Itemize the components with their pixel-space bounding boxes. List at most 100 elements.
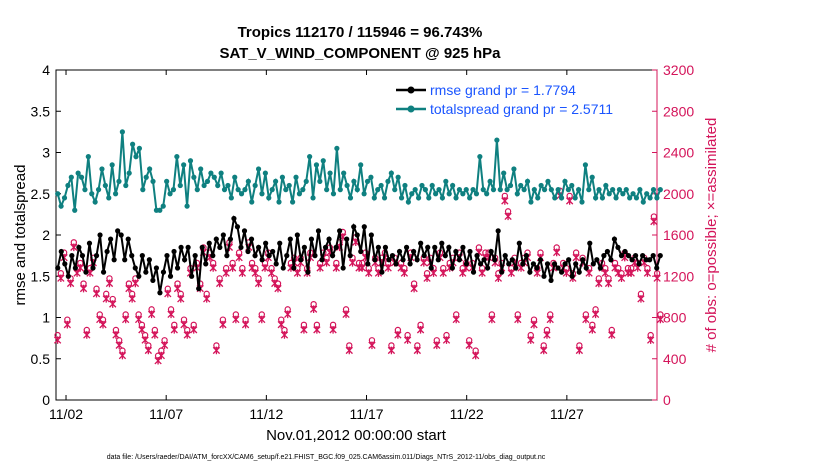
series-point xyxy=(65,182,71,189)
obs-assimilated-marker xyxy=(228,264,237,272)
x-axis-label: Nov.01,2012 00:00:00 start xyxy=(266,427,447,444)
series-point xyxy=(402,182,408,189)
series-point xyxy=(123,182,129,189)
series-point xyxy=(552,195,558,201)
series-point xyxy=(185,244,191,250)
obs-count-point xyxy=(514,311,522,324)
series-point xyxy=(55,265,61,271)
obs-count-point xyxy=(53,331,62,344)
series-point xyxy=(276,199,282,205)
obs-assimilated-marker xyxy=(144,346,153,355)
obs-assimilated-marker xyxy=(316,264,324,272)
series-point xyxy=(393,261,399,267)
obs-count-point xyxy=(251,264,259,277)
series-point xyxy=(116,178,122,184)
obs-count-point xyxy=(465,337,473,350)
rmse-series xyxy=(55,214,663,296)
series-point xyxy=(433,191,439,197)
obs-count-point xyxy=(235,249,243,262)
series-point xyxy=(194,187,200,193)
legend-spread-label: totalspread grand pr = 2.5711 xyxy=(430,101,613,117)
series-point xyxy=(382,244,389,250)
series-point xyxy=(516,240,522,246)
series-point xyxy=(453,248,459,255)
obs-count-point xyxy=(147,306,156,319)
obs-assimilated-marker xyxy=(66,279,75,288)
series-point xyxy=(506,261,512,267)
series-point xyxy=(523,253,529,259)
series-point xyxy=(364,178,371,184)
obs-count-point xyxy=(501,192,509,205)
series-point xyxy=(174,265,181,271)
series-point xyxy=(400,257,406,263)
obs-count-point xyxy=(604,275,613,288)
series-point xyxy=(551,261,558,267)
series-point xyxy=(82,187,88,193)
obs-assimilated-marker xyxy=(109,300,117,308)
series-point xyxy=(569,273,575,279)
series-point xyxy=(164,253,170,259)
obs-count-point xyxy=(530,316,538,329)
series-point xyxy=(199,244,205,250)
obs-count-point xyxy=(442,331,451,344)
series-point xyxy=(97,232,103,238)
series-point xyxy=(644,191,650,197)
series-point xyxy=(521,187,527,193)
series-point xyxy=(606,191,612,197)
obs-assimilated-marker xyxy=(238,269,246,277)
series-point xyxy=(280,265,286,271)
series-point xyxy=(385,178,391,184)
series-point xyxy=(85,154,91,160)
series-point xyxy=(126,170,132,176)
obs-count-point xyxy=(394,326,402,339)
series-point xyxy=(358,248,364,255)
series-point xyxy=(485,265,491,271)
series-point xyxy=(443,178,449,184)
obs-count-point xyxy=(637,290,645,303)
series-point xyxy=(58,203,64,209)
obs-assimilated-marker xyxy=(232,315,240,324)
series-point xyxy=(160,203,166,209)
series-point xyxy=(597,265,603,271)
series-point xyxy=(535,195,541,201)
series-point xyxy=(157,207,163,213)
obs-count-point xyxy=(565,192,574,205)
series-point xyxy=(575,187,582,193)
obs-count-point xyxy=(173,280,182,293)
series-point xyxy=(125,236,131,242)
obs-assimilated-marker xyxy=(141,336,149,344)
y-tick-label: 2.5 xyxy=(31,186,51,202)
series-point xyxy=(361,191,367,197)
obs-assimilated-marker xyxy=(420,258,428,267)
series-point xyxy=(513,265,519,271)
obs-assimilated-marker xyxy=(293,269,302,277)
series-point xyxy=(538,182,544,189)
series-point xyxy=(252,182,258,189)
obs-count-point xyxy=(452,311,460,324)
series-point xyxy=(415,195,422,201)
series-point xyxy=(509,257,515,263)
obs-assimilated-marker xyxy=(439,269,447,277)
series-point xyxy=(224,253,230,259)
series-point xyxy=(242,187,248,193)
series-point xyxy=(184,203,190,209)
series-point xyxy=(277,240,283,246)
series-point xyxy=(201,182,207,189)
series-point xyxy=(504,187,510,193)
series-point xyxy=(562,178,568,184)
obs-count-point xyxy=(99,316,107,329)
series-point xyxy=(562,261,568,267)
obs-count-point xyxy=(627,264,635,277)
obs-assimilated-marker xyxy=(553,248,561,257)
series-point xyxy=(327,170,333,176)
series-point xyxy=(407,261,413,267)
obs-assimilated-marker xyxy=(203,295,211,303)
series-point xyxy=(130,141,136,147)
series-point xyxy=(657,187,663,193)
obs-count-point xyxy=(222,264,230,277)
series-point xyxy=(527,269,533,275)
obs-count-point xyxy=(267,264,276,277)
series-point xyxy=(565,187,571,193)
series-point xyxy=(411,248,417,255)
series-point xyxy=(418,240,424,246)
